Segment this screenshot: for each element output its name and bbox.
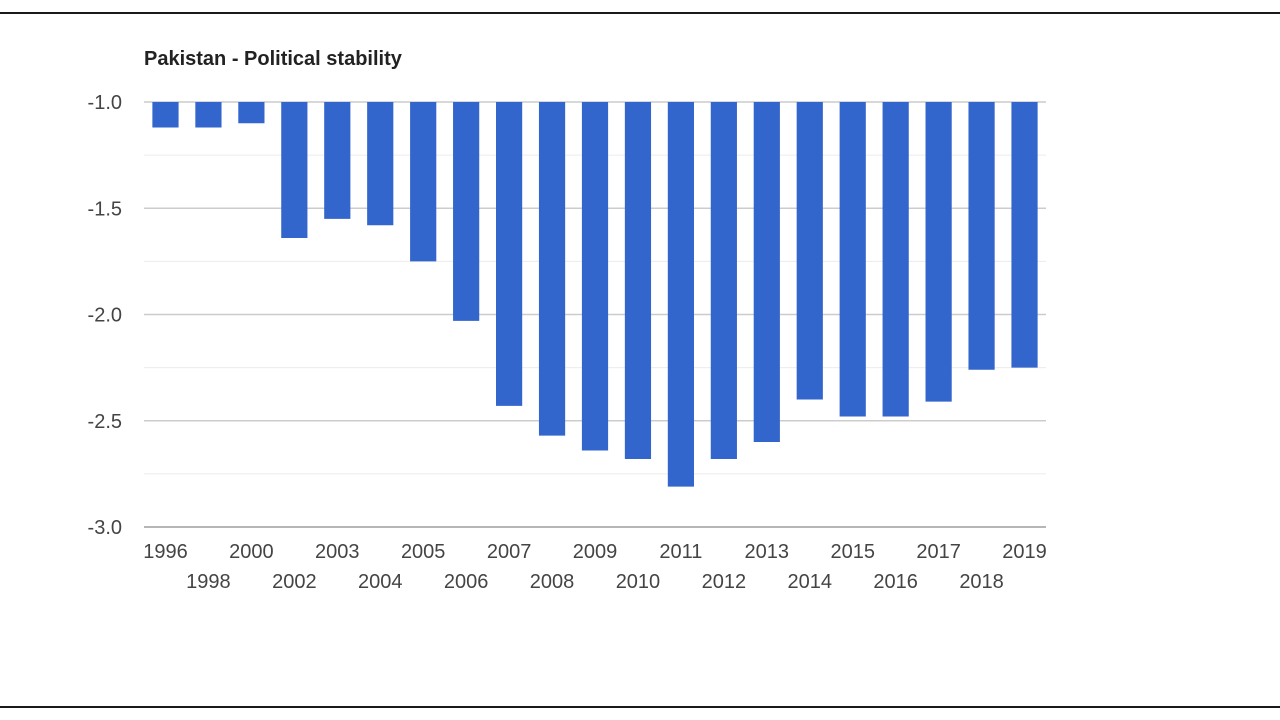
x-tick-label: 2005 [401,541,446,563]
x-tick-label: 2012 [702,571,747,593]
bar-2017[interactable] [925,102,952,402]
bar-2016[interactable] [882,102,909,417]
y-tick-label: -3.0 [88,517,122,539]
y-tick-label: -1.0 [88,92,122,114]
x-axis-ticks: 1996 1998 2000 2002 2003 2004 2005 2006 2007 2008… [143,541,1047,593]
bar-2009[interactable] [581,102,609,451]
x-tick-label: 2007 [487,541,532,563]
x-tick-label: 2006 [444,571,489,593]
bar-1998[interactable] [195,102,222,128]
bar-2005[interactable] [410,102,437,262]
x-tick-label: 2010 [616,571,661,593]
bar-2018[interactable] [968,102,995,370]
bar-1996[interactable] [152,102,179,128]
bar-2002[interactable] [281,102,308,238]
x-tick-label: 1996 [143,541,188,563]
x-tick-label: 2003 [315,541,360,563]
x-tick-label: 2017 [916,541,961,563]
y-tick-label: -2.0 [88,305,122,327]
bar-2012[interactable] [710,102,737,459]
bar-2015[interactable] [839,102,866,417]
x-tick-label: 2016 [873,571,918,593]
x-tick-label: 2011 [659,541,702,563]
bar-2004[interactable] [367,102,394,226]
x-tick-label: 2014 [788,571,833,593]
x-tick-label: 2009 [573,541,618,563]
x-tick-label: 2015 [830,541,875,563]
bar-2007[interactable] [495,102,523,406]
x-tick-label: 2019 [1002,541,1047,563]
x-tick-label: 2013 [745,541,790,563]
top-border-line [0,12,1280,14]
y-tick-label: -1.5 [88,198,122,220]
chart-title: Pakistan - Political stability [144,48,403,70]
y-tick-label: -2.5 [88,411,122,433]
bar-2013[interactable] [753,102,780,442]
bar-2011[interactable] [667,102,695,487]
x-tick-label: 2002 [272,571,317,593]
x-tick-label: 1998 [186,571,231,593]
bars [152,102,1038,487]
y-axis-ticks: -1.0 -1.5 -2.0 -2.5 -3.0 [88,92,122,539]
bottom-border-line [0,706,1280,708]
bar-2010[interactable] [624,102,652,459]
x-tick-label: 2000 [229,541,274,563]
bar-2003[interactable] [324,102,351,219]
bar-2014[interactable] [796,102,823,400]
bar-2008[interactable] [538,102,566,436]
x-tick-label: 2008 [530,571,575,593]
x-tick-label: 2004 [358,571,403,593]
bar-2006[interactable] [453,102,480,321]
bar-2019[interactable] [1011,102,1038,368]
x-tick-label: 2018 [959,571,1004,593]
bar-2000[interactable] [238,102,265,124]
